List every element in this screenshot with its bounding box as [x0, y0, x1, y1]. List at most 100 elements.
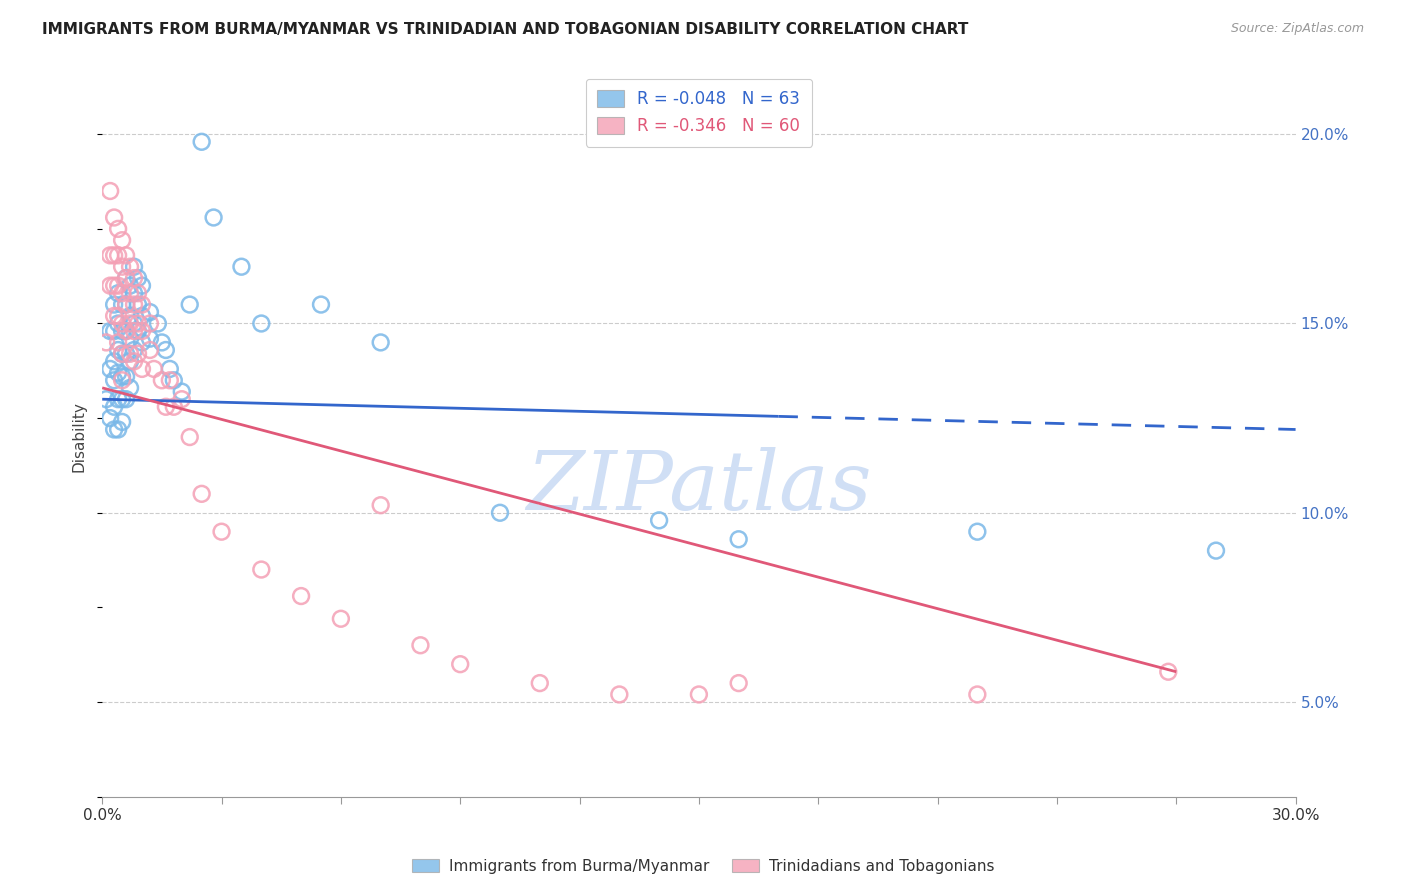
- Point: [370, 335, 392, 350]
- Point: [409, 638, 432, 652]
- Point: [122, 343, 145, 357]
- Point: [231, 260, 253, 274]
- Text: ZIPatlas: ZIPatlas: [526, 448, 872, 527]
- Point: [115, 369, 138, 384]
- Point: [139, 343, 162, 357]
- Text: Source: ZipAtlas.com: Source: ZipAtlas.com: [1230, 22, 1364, 36]
- Point: [122, 324, 145, 338]
- Point: [111, 373, 134, 387]
- Point: [111, 286, 134, 301]
- Point: [146, 317, 169, 331]
- Point: [107, 248, 129, 262]
- Point: [179, 430, 201, 444]
- Point: [107, 392, 129, 407]
- Point: [688, 688, 710, 702]
- Point: [1157, 665, 1180, 679]
- Point: [211, 524, 233, 539]
- Point: [115, 271, 138, 285]
- Point: [250, 563, 273, 577]
- Point: [127, 324, 149, 338]
- Point: [139, 317, 162, 331]
- Y-axis label: Disability: Disability: [72, 401, 86, 473]
- Point: [139, 332, 162, 346]
- Point: [98, 248, 121, 262]
- Point: [103, 373, 125, 387]
- Point: [127, 297, 149, 311]
- Point: [966, 688, 988, 702]
- Point: [122, 286, 145, 301]
- Point: [170, 392, 193, 407]
- Point: [648, 513, 671, 527]
- Point: [1205, 543, 1227, 558]
- Point: [159, 362, 181, 376]
- Point: [120, 381, 142, 395]
- Point: [131, 278, 153, 293]
- Point: [115, 324, 138, 338]
- Point: [127, 286, 149, 301]
- Point: [111, 297, 134, 311]
- Point: [120, 317, 142, 331]
- Point: [150, 335, 173, 350]
- Point: [115, 347, 138, 361]
- Point: [250, 317, 273, 331]
- Point: [111, 233, 134, 247]
- Point: [202, 211, 225, 225]
- Point: [98, 278, 121, 293]
- Point: [120, 286, 142, 301]
- Point: [103, 422, 125, 436]
- Point: [122, 317, 145, 331]
- Point: [489, 506, 512, 520]
- Point: [449, 657, 471, 672]
- Point: [155, 400, 177, 414]
- Point: [120, 278, 142, 293]
- Point: [370, 498, 392, 512]
- Point: [120, 309, 142, 323]
- Point: [150, 373, 173, 387]
- Point: [131, 324, 153, 338]
- Point: [103, 278, 125, 293]
- Point: [103, 324, 125, 338]
- Point: [115, 392, 138, 407]
- Point: [111, 317, 134, 331]
- Point: [727, 676, 749, 690]
- Point: [98, 362, 121, 376]
- Point: [103, 309, 125, 323]
- Point: [290, 589, 312, 603]
- Point: [607, 688, 630, 702]
- Point: [163, 400, 186, 414]
- Point: [103, 211, 125, 225]
- Point: [111, 392, 134, 407]
- Point: [966, 524, 988, 539]
- Point: [103, 354, 125, 368]
- Point: [103, 400, 125, 414]
- Point: [111, 369, 134, 384]
- Point: [111, 347, 134, 361]
- Point: [107, 335, 129, 350]
- Point: [127, 317, 149, 331]
- Point: [115, 248, 138, 262]
- Point: [155, 343, 177, 357]
- Point: [120, 332, 142, 346]
- Point: [120, 354, 142, 368]
- Point: [111, 347, 134, 361]
- Point: [159, 373, 181, 387]
- Point: [107, 222, 129, 236]
- Point: [190, 487, 212, 501]
- Point: [127, 347, 149, 361]
- Point: [139, 305, 162, 319]
- Point: [96, 392, 118, 407]
- Point: [111, 324, 134, 338]
- Point: [131, 362, 153, 376]
- Point: [107, 286, 129, 301]
- Point: [142, 362, 165, 376]
- Point: [163, 373, 186, 387]
- Legend: R = -0.048   N = 63, R = -0.346   N = 60: R = -0.048 N = 63, R = -0.346 N = 60: [586, 78, 813, 146]
- Point: [131, 297, 153, 311]
- Point: [190, 135, 212, 149]
- Point: [170, 384, 193, 399]
- Point: [115, 297, 138, 311]
- Point: [131, 309, 153, 323]
- Point: [122, 297, 145, 311]
- Point: [120, 260, 142, 274]
- Point: [96, 335, 118, 350]
